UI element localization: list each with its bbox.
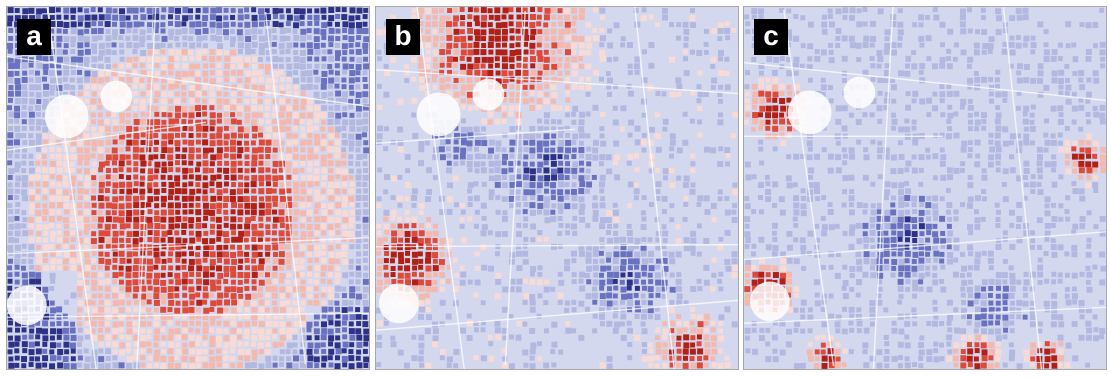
panel-c-map	[744, 7, 1106, 369]
panel-a: a	[6, 6, 370, 370]
panel-b: b	[375, 6, 739, 370]
panel-a-map	[7, 7, 369, 369]
panel-label-c: c	[754, 19, 788, 55]
panel-b-map	[376, 7, 738, 369]
panel-label-b: b	[386, 19, 420, 55]
panel-c: c	[743, 6, 1107, 370]
panel-label-a: a	[17, 19, 51, 55]
